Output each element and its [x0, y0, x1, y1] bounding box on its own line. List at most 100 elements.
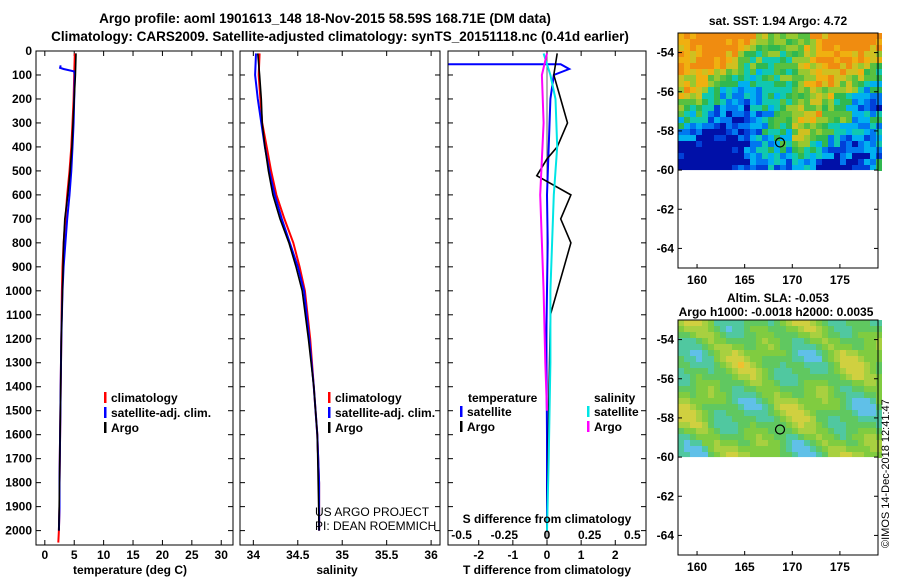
map-cell [750, 117, 756, 123]
map-cell [732, 440, 738, 446]
map-cell [804, 87, 810, 93]
map-cell [768, 117, 774, 123]
map-cell [708, 356, 714, 362]
map-cell [870, 69, 876, 75]
legend-swatch [460, 421, 463, 432]
map-cell [858, 410, 864, 416]
map-cell [792, 99, 798, 105]
salinity-axis-label: salinity [316, 563, 358, 577]
map-cell [702, 153, 708, 159]
map-cell [864, 153, 870, 159]
map-cell [726, 45, 732, 51]
map-cell [762, 93, 768, 99]
legend-label: Argo [594, 420, 622, 434]
map-cell [738, 87, 744, 93]
map-cell [834, 428, 840, 434]
map-cell [828, 87, 834, 93]
map-cell [744, 428, 750, 434]
lat-tick-label: -58 [657, 411, 675, 425]
map-cell [708, 404, 714, 410]
map-cell [858, 338, 864, 344]
map-cell [690, 129, 696, 135]
map-cell [870, 81, 876, 87]
map-cell [846, 428, 852, 434]
map-cell [696, 446, 702, 452]
map-cell [768, 159, 774, 165]
salinity-plot-frame [239, 50, 441, 546]
map-cell [690, 446, 696, 452]
map-cell [840, 69, 846, 75]
map-cell [846, 392, 852, 398]
map-cell [822, 362, 828, 368]
map-cell [816, 338, 822, 344]
lon-tick-label: 170 [782, 560, 802, 574]
map-cell [870, 45, 876, 51]
map-no-data-area [678, 170, 878, 268]
map-cell [708, 392, 714, 398]
map-cell [696, 350, 702, 356]
map-cell [816, 135, 822, 141]
map-cell [750, 434, 756, 440]
map-cell [774, 99, 780, 105]
map-cell [744, 452, 750, 458]
map-cell [714, 356, 720, 362]
map-cell [738, 147, 744, 153]
map-cell [714, 87, 720, 93]
map-cell [846, 63, 852, 69]
map-cell [780, 129, 786, 135]
map-cell [876, 332, 882, 338]
y-tick-label: 900 [12, 260, 32, 274]
map-cell [798, 416, 804, 422]
map-cell [792, 87, 798, 93]
map-cell [684, 75, 690, 81]
map-cell [828, 51, 834, 57]
map-cell [786, 87, 792, 93]
map-cell [846, 332, 852, 338]
map-cell [822, 153, 828, 159]
map-cell [738, 51, 744, 57]
map-cell [798, 380, 804, 386]
map-cell [678, 428, 684, 434]
map-cell [804, 398, 810, 404]
map-cell [852, 374, 858, 380]
x-tick-label: 25 [185, 548, 199, 562]
map-cell [690, 350, 696, 356]
map-cell [834, 165, 840, 171]
map-cell [714, 392, 720, 398]
map-cell [702, 386, 708, 392]
map-cell [858, 332, 864, 338]
map-cell [696, 63, 702, 69]
map-cell [678, 153, 684, 159]
map-cell [858, 452, 864, 458]
map-cell [732, 338, 738, 344]
map-cell [876, 33, 882, 39]
map-cell [816, 159, 822, 165]
map-cell [816, 57, 822, 63]
map-cell [816, 87, 822, 93]
map-cell [708, 159, 714, 165]
map-cell [846, 422, 852, 428]
map-cell [810, 332, 816, 338]
map-cell [732, 398, 738, 404]
map-cell [786, 356, 792, 362]
map-cell [792, 332, 798, 338]
map-cell [828, 57, 834, 63]
map-cell [816, 344, 822, 350]
map-cell [810, 416, 816, 422]
map-cell [792, 434, 798, 440]
map-cell [726, 81, 732, 87]
sla-map-frame [677, 319, 879, 556]
map-cell [762, 165, 768, 171]
map-cell [828, 135, 834, 141]
map-cell [816, 81, 822, 87]
map-cell [834, 392, 840, 398]
map-cell [684, 81, 690, 87]
map-cell [774, 338, 780, 344]
map-cell [846, 123, 852, 129]
map-cell [720, 93, 726, 99]
map-cell [792, 123, 798, 129]
map-cell [852, 99, 858, 105]
map-cell [744, 386, 750, 392]
map-cell [834, 159, 840, 165]
